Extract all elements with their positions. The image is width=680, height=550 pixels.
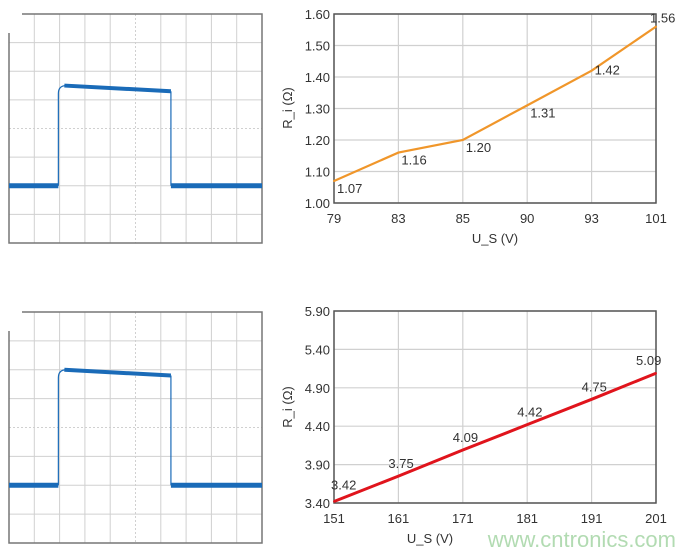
data-point (655, 25, 657, 28)
data-point (590, 398, 593, 401)
trace-high (64, 367, 172, 378)
data-label: 4.42 (517, 405, 542, 420)
y-tick-label: 1.10 (305, 165, 330, 180)
data-label: 3.42 (331, 477, 356, 492)
x-tick-label: 79 (327, 211, 341, 226)
data-point (333, 500, 335, 503)
x-axis-label-bottom: U_S (V) (407, 531, 453, 546)
data-label: 1.20 (466, 140, 491, 155)
y-tick-label: 4.40 (305, 419, 330, 434)
data-label: 5.09 (636, 353, 661, 368)
y-tick-label: 1.60 (305, 7, 330, 22)
scope-frame (8, 311, 263, 544)
data-label: 3.75 (388, 456, 413, 471)
oscilloscope-top (8, 13, 263, 244)
x-tick-label: 90 (520, 211, 534, 226)
x-axis-label-top: U_S (V) (472, 231, 518, 246)
plot-frame (333, 13, 657, 204)
y-tick-label: 4.90 (305, 381, 330, 396)
chart-bottom: 3.40 3.90 4.40 4.90 5.40 5.90 151 161 171 181 191 2… (305, 304, 667, 526)
data-point (526, 104, 529, 107)
oscilloscope-bottom (8, 311, 263, 544)
x-tick-label: 85 (456, 211, 470, 226)
data-point (526, 423, 529, 426)
data-point (461, 139, 464, 141)
x-tick-label: 191 (581, 511, 603, 526)
y-tick-label: 3.90 (305, 458, 330, 473)
y-tick-label: 1.20 (305, 133, 330, 148)
plot-frame (333, 310, 657, 504)
x-tick-label: 171 (452, 511, 474, 526)
series-line (333, 25, 657, 182)
data-label: 1.16 (401, 153, 426, 168)
y-tick-label: 3.40 (305, 496, 330, 511)
data-label: 1.42 (595, 63, 620, 78)
series-line (333, 371, 657, 503)
data-point (655, 372, 657, 375)
y-tick-label: 1.30 (305, 102, 330, 117)
watermark: www.cntronics.com (487, 527, 676, 550)
x-tick-label: 161 (388, 511, 410, 526)
x-tick-label: 151 (323, 511, 345, 526)
y-tick-label: 1.50 (305, 39, 330, 54)
x-tick-label: 181 (516, 511, 538, 526)
data-label: 4.09 (453, 430, 478, 445)
y-axis-label-bottom: R_i (Ω) (280, 386, 295, 428)
data-point (397, 475, 400, 478)
data-label: 4.75 (582, 379, 607, 394)
y-axis-label-top: R_i (Ω) (280, 87, 295, 129)
scope-frame (8, 13, 263, 244)
data-point (333, 179, 335, 182)
x-tick-label: 101 (645, 211, 667, 226)
data-label: 1.56 (650, 11, 675, 26)
y-tick-label: 1.00 (305, 196, 330, 211)
y-tick-label: 5.40 (305, 342, 330, 357)
data-label: 1.07 (337, 181, 362, 196)
data-point (461, 449, 464, 452)
data-point (590, 69, 593, 72)
y-tick-label: 1.40 (305, 70, 330, 85)
data-label: 1.31 (530, 105, 555, 120)
x-tick-label: 83 (391, 211, 405, 226)
data-point (397, 151, 400, 154)
chart-top: 1.00 1.10 1.20 1.30 1.40 1.50 1.60 79 83 85 90 93 10… (305, 7, 676, 226)
x-tick-label: 201 (645, 511, 667, 526)
y-tick-label: 5.90 (305, 304, 330, 319)
x-tick-label: 93 (584, 211, 598, 226)
trace-high (64, 83, 172, 94)
